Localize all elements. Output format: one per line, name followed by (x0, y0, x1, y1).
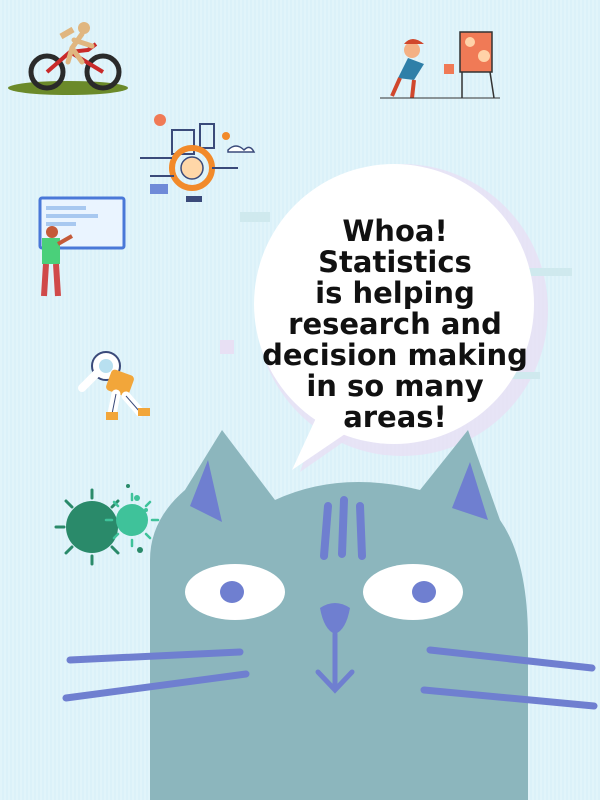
speech-bubble-text: Whoa! Statistics is helping research and… (262, 216, 528, 433)
painter-icon (380, 31, 500, 99)
bubble-line-2: is helping (315, 276, 475, 310)
bubble-line-5: in so many (306, 369, 484, 403)
cat-icon (62, 430, 598, 800)
bubble-line-3: research and (288, 307, 502, 341)
bubble-line-1: Whoa! Statistics (318, 214, 472, 279)
machine-icon (140, 114, 256, 202)
bubble-line-6: areas! (343, 400, 447, 434)
virus-icon (54, 484, 160, 566)
bubble-line-4: decision making (262, 338, 528, 372)
presenter-icon (38, 196, 126, 297)
speech-bubble (220, 164, 572, 472)
astronaut-icon (78, 351, 150, 420)
cyclist-icon (8, 22, 128, 95)
